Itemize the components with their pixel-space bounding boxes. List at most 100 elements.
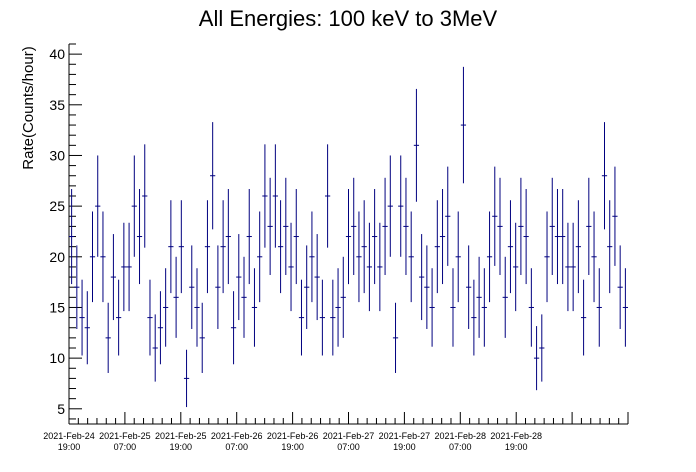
data-point xyxy=(288,222,294,312)
data-point xyxy=(528,268,534,347)
data-point xyxy=(565,222,571,312)
data-point xyxy=(549,177,555,275)
data-point xyxy=(439,189,446,285)
x-tick-label-date: 2021-Feb-27 xyxy=(379,431,431,441)
data-point xyxy=(513,222,519,312)
y-tick-labels: 5 10 15 20 25 30 35 40 xyxy=(49,46,65,417)
data-point xyxy=(408,211,414,303)
data-point xyxy=(116,279,122,356)
data-point xyxy=(544,211,550,303)
data-point xyxy=(105,302,111,373)
data-point xyxy=(121,222,127,312)
data-point xyxy=(298,279,305,356)
data-point xyxy=(429,268,435,347)
y-tick-label: 10 xyxy=(49,350,65,366)
data-point xyxy=(210,122,216,230)
data-point xyxy=(617,245,623,329)
data-point xyxy=(486,211,493,303)
data-point xyxy=(471,279,477,356)
data-point xyxy=(366,222,373,312)
data-point xyxy=(194,268,200,347)
data-point xyxy=(476,256,482,338)
axis-ticks xyxy=(68,43,629,424)
x-tick-label-time: 19:00 xyxy=(393,442,416,452)
data-point xyxy=(502,256,508,338)
x-tick-label-time: 19:00 xyxy=(505,442,528,452)
data-point xyxy=(173,256,179,338)
data-point xyxy=(466,245,472,329)
data-point xyxy=(277,200,284,294)
data-point xyxy=(596,268,602,347)
y-tick-label: 30 xyxy=(49,147,65,163)
data-point xyxy=(419,234,425,321)
data-point xyxy=(560,189,566,285)
data-point xyxy=(142,144,148,248)
data-point xyxy=(460,66,467,184)
data-point xyxy=(79,279,85,356)
data-point xyxy=(554,189,561,285)
data-point xyxy=(492,166,498,266)
data-point xyxy=(356,211,362,303)
data-point xyxy=(340,256,346,338)
data-point xyxy=(163,268,169,347)
data-point xyxy=(257,211,263,303)
data-point xyxy=(147,279,153,356)
data-point xyxy=(230,291,237,365)
y-tick-label: 5 xyxy=(57,401,65,417)
data-point xyxy=(100,211,106,303)
x-tick-label-date: 2021-Feb-24 xyxy=(43,431,95,441)
data-point xyxy=(324,144,331,248)
data-point xyxy=(262,144,268,248)
data-point xyxy=(345,189,352,285)
data-point xyxy=(398,155,404,257)
data-point xyxy=(539,314,545,382)
data-point xyxy=(95,155,101,257)
data-point xyxy=(533,326,540,391)
data-point xyxy=(392,302,399,373)
x-tick-label-date: 2021-Feb-28 xyxy=(490,431,542,441)
data-point xyxy=(319,279,325,356)
data-point xyxy=(434,200,440,294)
data-point xyxy=(215,245,221,329)
data-point xyxy=(283,177,289,275)
data-point xyxy=(591,211,597,303)
data-point xyxy=(178,200,184,294)
data-point xyxy=(507,200,514,294)
data-point xyxy=(575,200,581,294)
data-point xyxy=(152,314,158,382)
x-tick-label-date: 2021-Feb-26 xyxy=(211,431,263,441)
data-point xyxy=(183,349,190,408)
data-point xyxy=(403,177,409,275)
data-point xyxy=(189,245,195,329)
x-tick-label-date: 2021-Feb-25 xyxy=(155,431,207,441)
data-point xyxy=(236,234,242,321)
data-point xyxy=(204,200,211,294)
data-point xyxy=(445,166,451,266)
y-tick-label: 35 xyxy=(49,97,65,113)
x-tick-label-time: 07:00 xyxy=(225,442,248,452)
data-point xyxy=(110,234,117,321)
x-tick-label-time: 19:00 xyxy=(170,442,193,452)
x-tick-label-date: 2021-Feb-27 xyxy=(323,431,375,441)
data-point xyxy=(157,291,164,365)
data-point xyxy=(413,88,420,202)
data-point xyxy=(272,144,278,248)
data-point xyxy=(523,189,529,285)
data-point xyxy=(84,291,90,365)
data-point xyxy=(220,200,226,294)
data-point xyxy=(309,211,315,303)
x-tick-labels: 2021-Feb-2419:002021-Feb-2507:002021-Feb… xyxy=(43,431,542,452)
x-tick-label-date: 2021-Feb-28 xyxy=(435,431,487,441)
y-axis-label: Rate(Counts/hour) xyxy=(20,46,37,169)
data-point xyxy=(351,177,357,275)
data-point xyxy=(612,166,618,266)
data-point xyxy=(382,177,388,275)
data-point xyxy=(225,189,231,285)
data-point xyxy=(168,200,174,294)
data-point xyxy=(601,122,608,230)
x-tick-label-date: 2021-Feb-25 xyxy=(99,431,151,441)
x-tick-label-time: 07:00 xyxy=(337,442,360,452)
y-tick-label: 40 xyxy=(49,46,65,62)
y-tick-label: 20 xyxy=(49,249,65,265)
